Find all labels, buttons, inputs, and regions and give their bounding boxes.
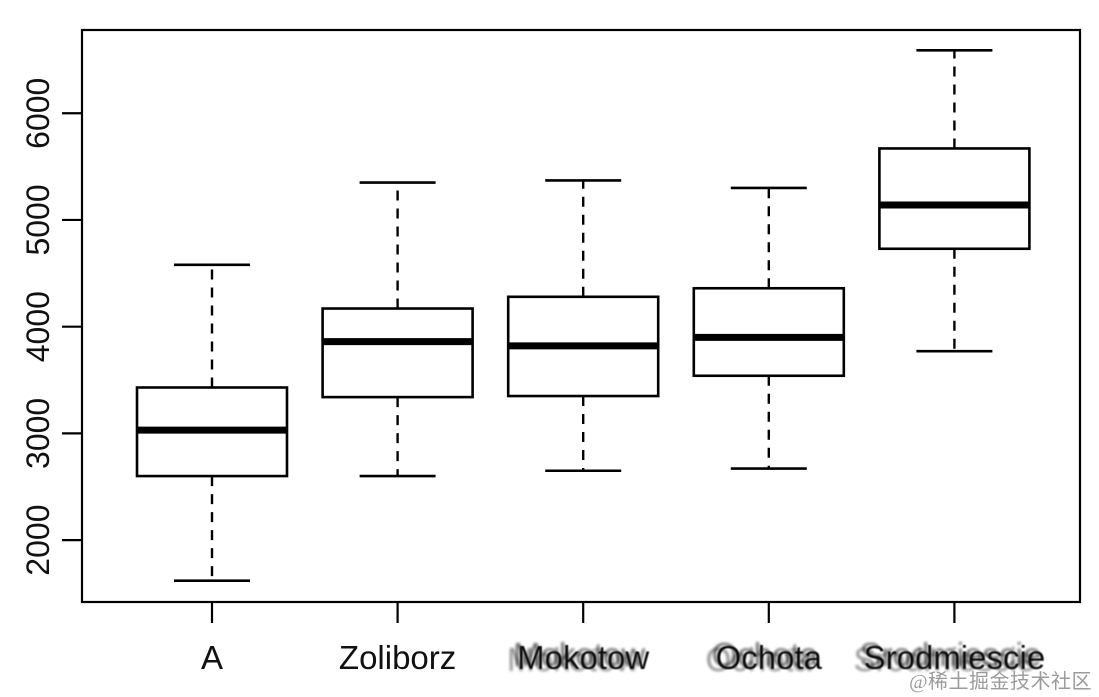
boxplot-box-A bbox=[135, 263, 289, 582]
iqr-box bbox=[878, 147, 1031, 251]
y-axis-tick-label: 5000 bbox=[20, 184, 56, 255]
svg-text:Mokotow: Mokotow bbox=[513, 636, 645, 673]
boxplot-box-Mokotow bbox=[506, 179, 660, 473]
iqr-box bbox=[321, 307, 474, 399]
svg-text:Mokotow: Mokotow bbox=[517, 639, 649, 676]
svg-text:Srodmiescie: Srodmiescie bbox=[854, 641, 1036, 678]
y-axis-tick-label: 3000 bbox=[20, 398, 56, 469]
x-axis-tick-label: Zoliborz bbox=[339, 639, 456, 676]
svg-text:Mokotow: Mokotow bbox=[507, 641, 639, 678]
svg-text:Srodmiescie: Srodmiescie bbox=[860, 636, 1042, 673]
watermark: @稀土掘金技术社区 bbox=[909, 671, 1092, 693]
plot-border bbox=[80, 28, 1082, 604]
y-axis-tick-label: 6000 bbox=[20, 78, 56, 149]
boxplot-box-Zoliborz bbox=[321, 181, 474, 478]
x-axis-tick-label: A bbox=[201, 639, 223, 676]
svg-text:Ochota: Ochota bbox=[712, 636, 819, 673]
boxplot-box-Ochota bbox=[692, 186, 846, 470]
iqr-box bbox=[692, 286, 846, 378]
svg-text:Ochota: Ochota bbox=[716, 639, 823, 676]
y-axis-tick-label: 2000 bbox=[20, 505, 56, 576]
svg-text:Srodmiescie: Srodmiescie bbox=[864, 639, 1046, 676]
y-axis-tick-label: 4000 bbox=[20, 291, 56, 362]
svg-text:Ochota: Ochota bbox=[706, 641, 813, 678]
boxplot-box-Srodmiescie bbox=[878, 48, 1031, 353]
